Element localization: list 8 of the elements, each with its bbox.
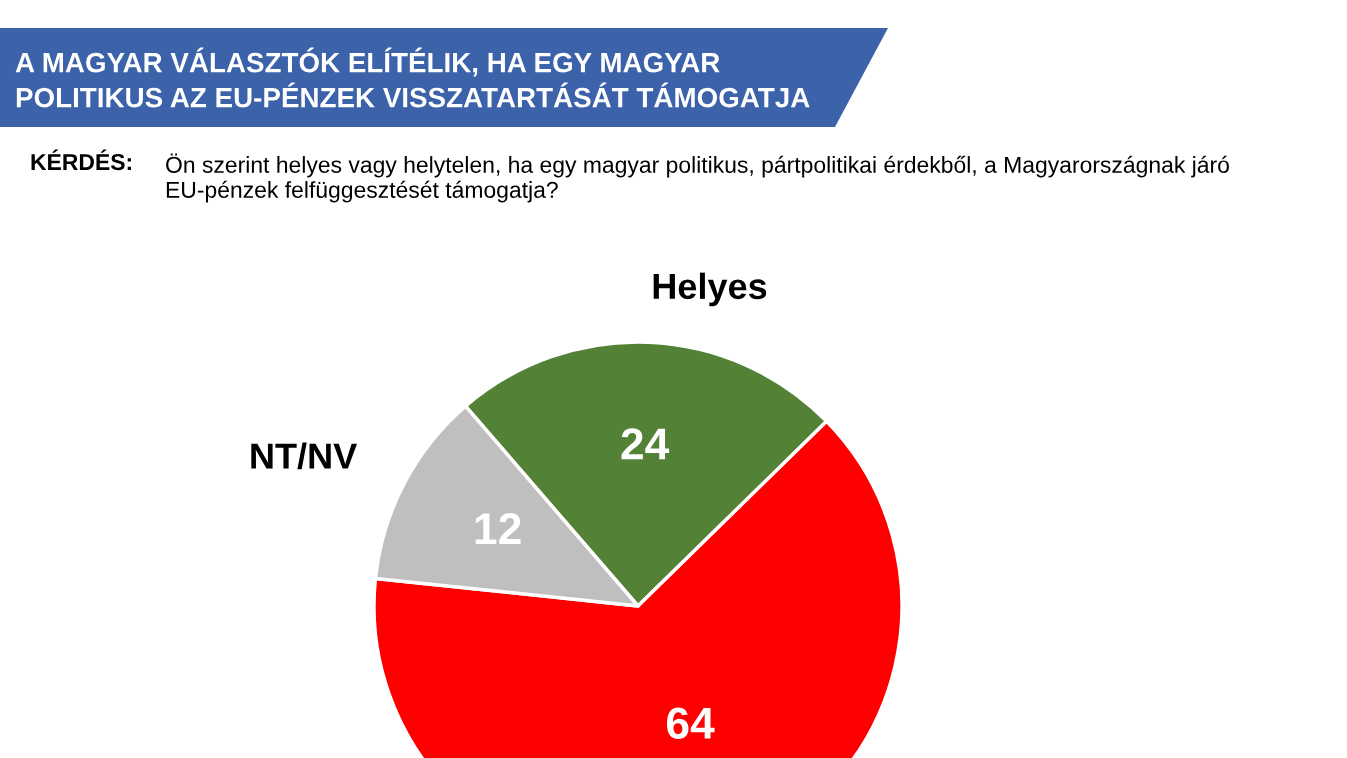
text: KÉRDÉS: bbox=[31, 149, 131, 171]
chart-title: A MAGYAR VÁLASZTÓK ELÍTÉLIK, HA EGY MAGYAR POLITIKUS AZ EU-PÉNZEK VISSZATARTÁSÁT TÁMOGATJA bbox=[15, 47, 810, 108]
data-label: 64 bbox=[667, 707, 715, 739]
slice-label: Helyes bbox=[653, 272, 767, 307]
slice-label: NT/NV bbox=[251, 442, 357, 470]
chart-subtitle: Ön szerint helyes vagy helytelen, ha egy magyar politikus, pártpolitikai érdekből, a Magyarországnak járó EU-pénzek felfüggesztését támogatja? bbox=[166, 153, 1229, 203]
data-label: 24 bbox=[621, 428, 670, 460]
data-label: 12 bbox=[475, 513, 521, 545]
